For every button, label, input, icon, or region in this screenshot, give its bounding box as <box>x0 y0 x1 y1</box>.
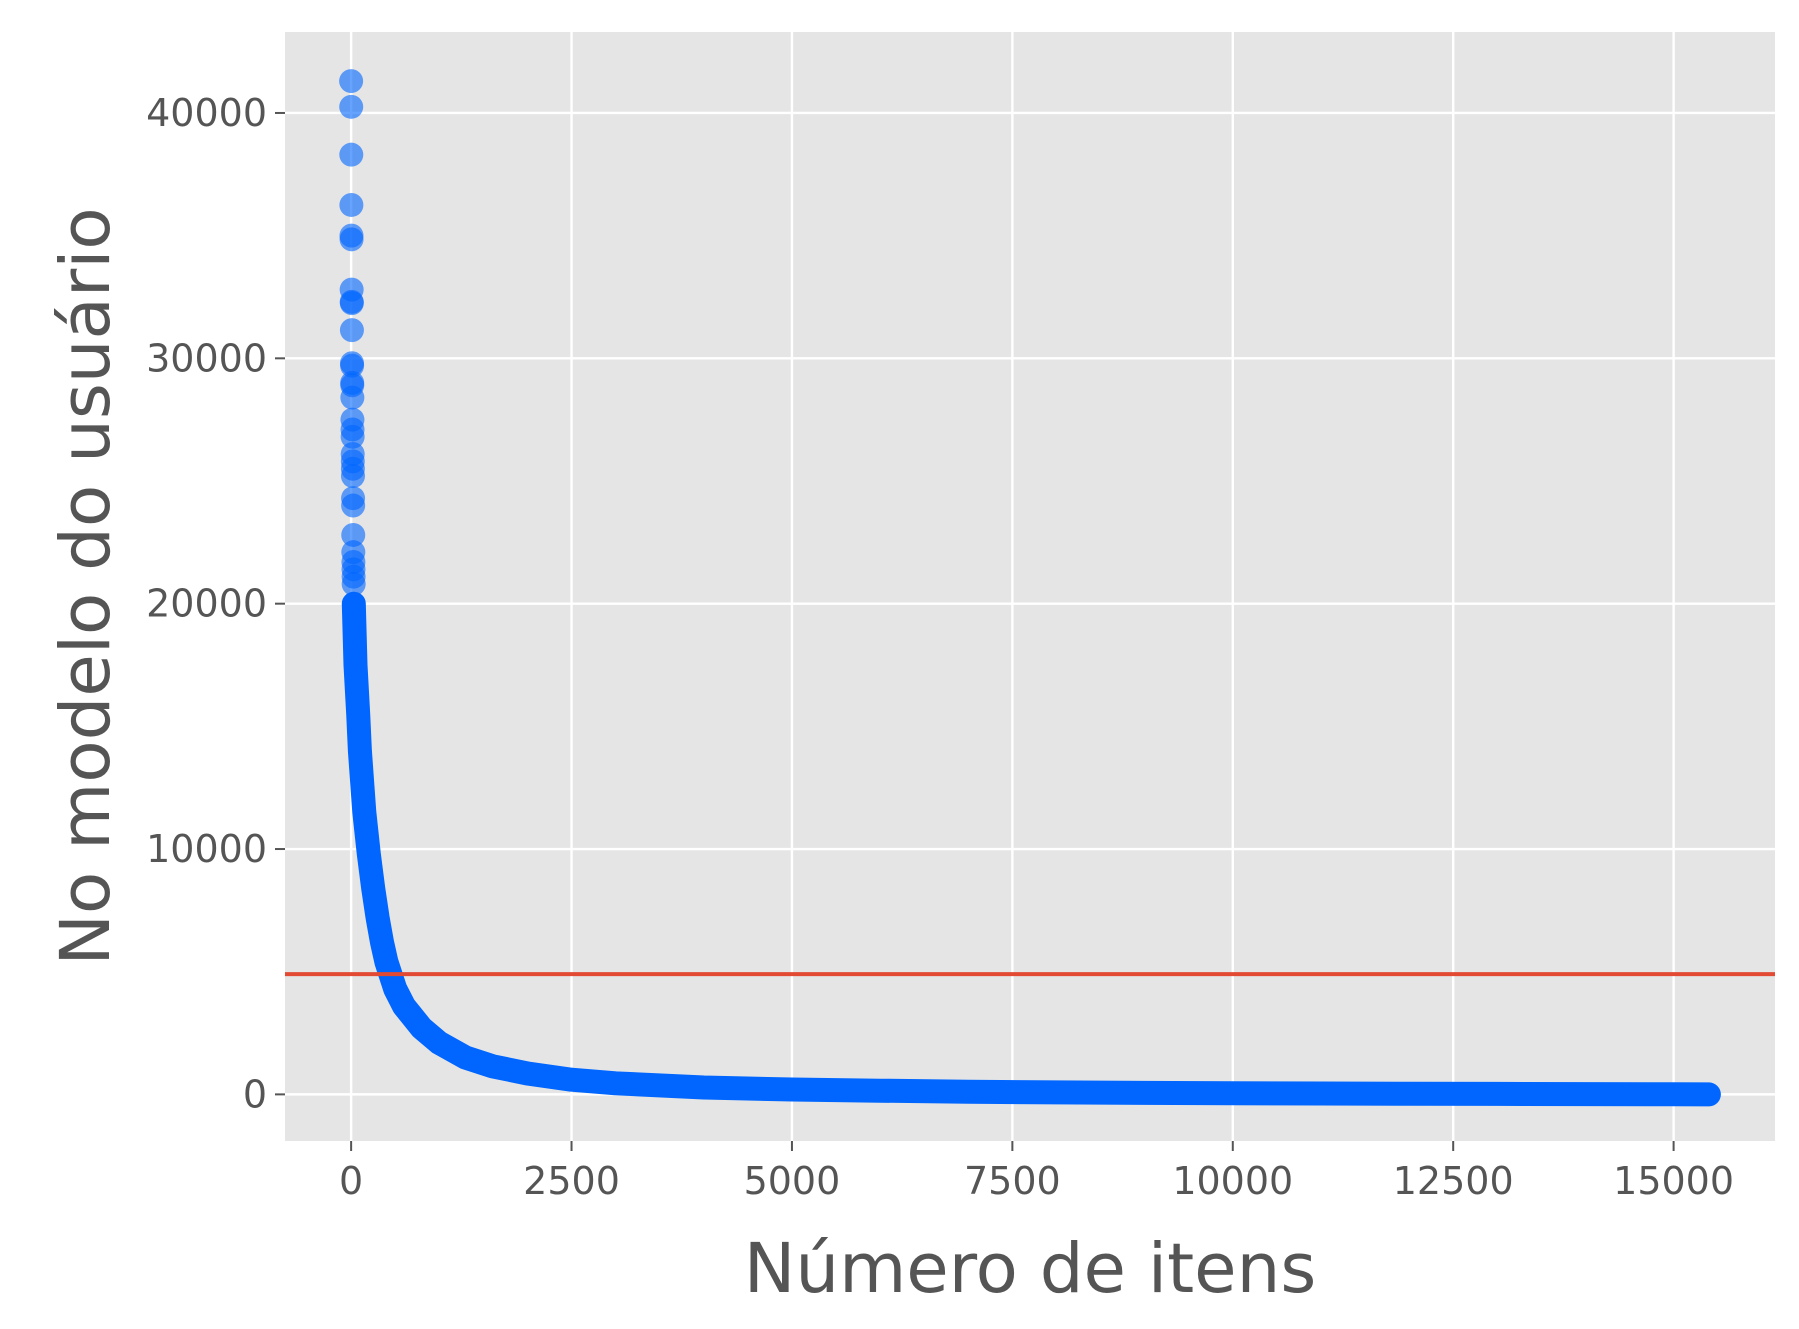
y-axis-title: No modelo do usuário <box>46 207 126 965</box>
y-axis-ticks: 0 10000 20000 30000 40000 <box>146 91 285 1116</box>
data-point <box>339 318 364 343</box>
dense-points-curve <box>341 591 1721 1107</box>
data-point <box>339 192 364 217</box>
x-tick-label: 0 <box>339 1159 363 1203</box>
data-curve <box>341 591 1721 1107</box>
y-tick-label: 40000 <box>146 91 267 135</box>
x-tick-label: 5000 <box>744 1159 841 1203</box>
x-axis-ticks: 0 2500 5000 7500 10000 12500 15000 <box>339 1141 1734 1203</box>
data-point <box>339 142 364 167</box>
grid-lines <box>285 32 1775 1141</box>
x-tick-label: 12500 <box>1393 1159 1514 1203</box>
data-point <box>340 464 365 489</box>
data-point <box>339 94 364 119</box>
data-point <box>341 522 366 547</box>
x-tick-label: 2500 <box>523 1159 620 1203</box>
x-tick-label: 15000 <box>1613 1159 1734 1203</box>
data-point <box>339 69 364 94</box>
data-point <box>339 291 364 316</box>
data-points <box>339 69 366 597</box>
y-tick-label: 20000 <box>146 582 267 626</box>
y-tick-label: 30000 <box>146 336 267 380</box>
data-point <box>340 353 365 378</box>
data-point <box>341 493 366 518</box>
y-tick-label: 10000 <box>146 827 267 871</box>
x-tick-label: 10000 <box>1172 1159 1293 1203</box>
data-point <box>340 385 365 410</box>
data-point <box>339 227 364 252</box>
y-tick-label: 0 <box>243 1072 267 1116</box>
x-axis-title: Número de itens <box>744 1229 1317 1309</box>
plot-area-background <box>285 32 1775 1141</box>
data-point <box>341 572 366 597</box>
x-tick-label: 7500 <box>964 1159 1061 1203</box>
data-point <box>340 424 365 449</box>
